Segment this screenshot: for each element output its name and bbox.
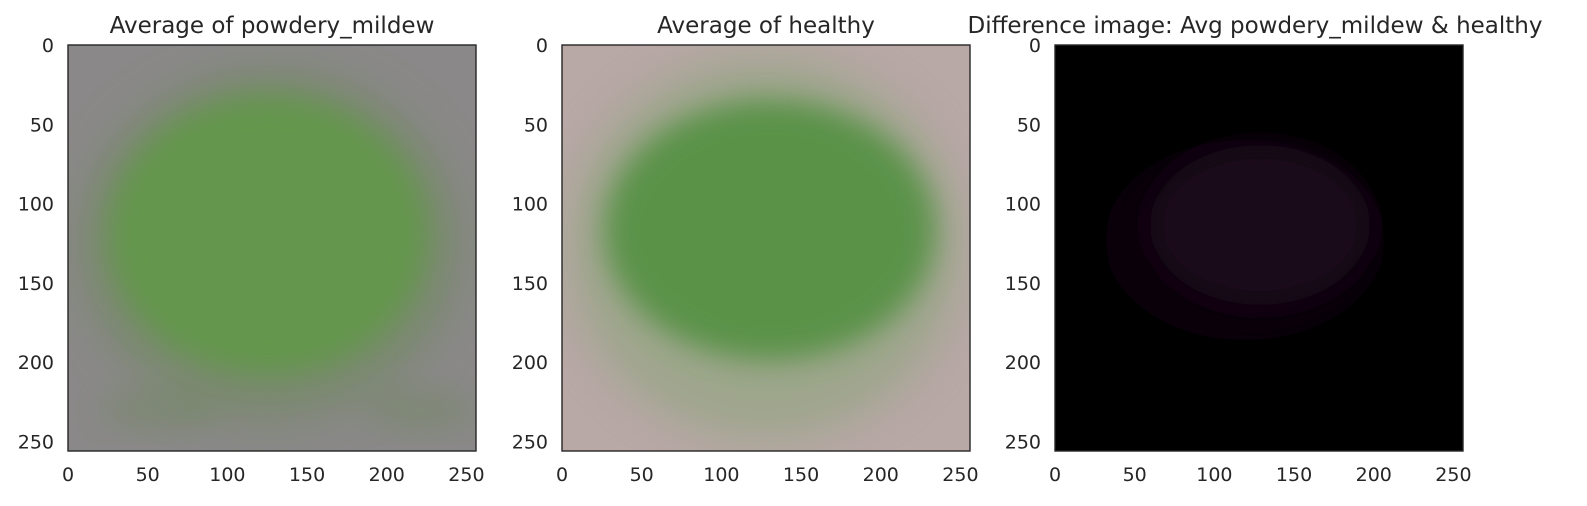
x-tick-label: 150 <box>783 464 819 486</box>
y-tick-label: 50 <box>1017 114 1041 136</box>
image-area <box>68 45 476 451</box>
x-tick-label: 250 <box>942 464 978 486</box>
y-tick-label: 250 <box>18 431 54 453</box>
image-area <box>562 45 970 451</box>
plot-title: Average of powdery_mildew <box>110 13 435 39</box>
y-tick-label: 200 <box>1005 352 1041 374</box>
y-tick-labels: 0 50 100 150 200 250 <box>1005 35 1041 453</box>
plot-title: Difference image: Avg powdery_mildew & h… <box>967 13 1542 39</box>
y-tick-label: 150 <box>1005 273 1041 295</box>
image-area <box>1055 45 1463 451</box>
axes-frame <box>561 44 971 452</box>
leaf-blob <box>1150 145 1370 305</box>
x-tick-label: 0 <box>556 464 568 486</box>
y-tick-label: 0 <box>536 35 548 57</box>
x-tick-label: 0 <box>1049 464 1061 486</box>
subplot-powdery-mildew: Average of powdery_mildew 0 50 100 150 200 25… <box>18 13 485 486</box>
x-tick-label: 50 <box>1123 464 1147 486</box>
x-tick-labels: 0 50 100 150 200 250 <box>62 464 485 486</box>
y-tick-label: 50 <box>30 114 54 136</box>
y-tick-label: 200 <box>18 352 54 374</box>
y-tick-label: 150 <box>18 273 54 295</box>
x-tick-label: 200 <box>1356 464 1392 486</box>
y-tick-label: 200 <box>512 352 548 374</box>
y-tick-label: 100 <box>1005 194 1041 216</box>
y-tick-labels: 0 50 100 150 200 250 <box>512 35 548 453</box>
leaf-blob <box>108 95 428 375</box>
y-tick-label: 100 <box>18 194 54 216</box>
y-tick-label: 0 <box>1029 35 1041 57</box>
x-tick-label: 50 <box>630 464 654 486</box>
x-tick-label: 150 <box>1276 464 1312 486</box>
x-tick-label: 0 <box>62 464 74 486</box>
leaf-stem-blob-right <box>365 388 475 432</box>
x-tick-labels: 0 50 100 150 200 250 <box>556 464 979 486</box>
subplot-difference: Difference image: Avg powdery_mildew & h… <box>967 13 1542 486</box>
y-tick-label: 250 <box>512 431 548 453</box>
y-tick-labels: 0 50 100 150 200 250 <box>18 35 54 453</box>
x-tick-label: 100 <box>209 464 245 486</box>
leaf-stem-blob-left <box>100 388 220 432</box>
x-tick-label: 100 <box>703 464 739 486</box>
x-tick-label: 100 <box>1196 464 1232 486</box>
x-tick-label: 200 <box>369 464 405 486</box>
leaf-blob <box>605 100 935 360</box>
x-tick-label: 250 <box>448 464 484 486</box>
x-tick-label: 250 <box>1435 464 1471 486</box>
y-tick-label: 50 <box>524 114 548 136</box>
x-tick-labels: 0 50 100 150 200 250 <box>1049 464 1472 486</box>
x-tick-label: 50 <box>136 464 160 486</box>
axes-frame <box>67 44 477 452</box>
x-tick-label: 150 <box>289 464 325 486</box>
y-tick-label: 0 <box>42 35 54 57</box>
plot-title: Average of healthy <box>657 13 875 39</box>
y-tick-label: 250 <box>1005 431 1041 453</box>
y-tick-label: 100 <box>512 194 548 216</box>
x-tick-label: 200 <box>863 464 899 486</box>
subplot-healthy: Average of healthy 0 50 100 150 200 250 0 50 10… <box>512 13 979 486</box>
y-tick-label: 150 <box>512 273 548 295</box>
axes-frame <box>1054 44 1464 452</box>
